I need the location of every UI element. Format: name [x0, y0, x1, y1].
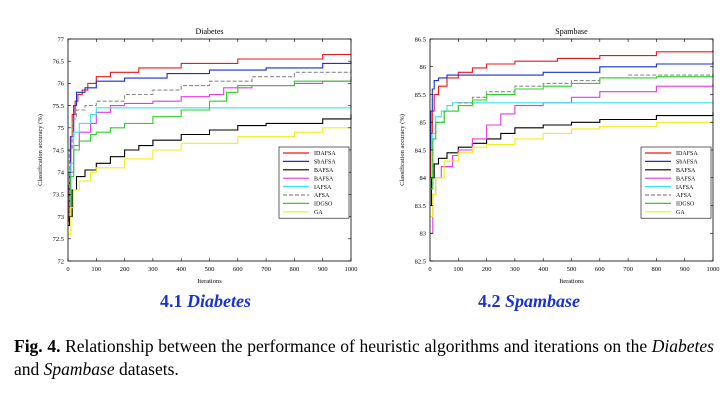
series-line-sbafsa-1	[68, 61, 352, 213]
x-tick-label: 700	[261, 266, 271, 273]
series-line-ga-7	[430, 119, 714, 218]
y-tick-label: 83	[420, 231, 427, 238]
x-tick-label: 100	[453, 266, 463, 273]
x-tick-label: 0	[66, 266, 69, 273]
legend-entry: GA	[676, 210, 685, 216]
x-tick-label: 900	[680, 266, 690, 273]
x-tick-label: 100	[91, 266, 101, 273]
y-axis-label: Classification accuracy (%)	[37, 114, 44, 186]
legend-entry: IDGSO	[676, 202, 695, 208]
y-tick-label: 85.5	[415, 92, 426, 99]
y-tick-label: 83.5	[415, 203, 426, 210]
spambase-chart: Spambase 0 100 200 300 400 500 600 700 800 900 1000…	[399, 27, 720, 285]
y-tick-label: 84.5	[415, 147, 426, 154]
y-tick-label: 86	[420, 64, 427, 71]
legend-entry: IDAFSA	[314, 151, 336, 157]
caption-text: Relationship between the performance of …	[60, 336, 652, 356]
y-tick-label: 73.5	[53, 192, 64, 199]
legend-entry: SbAFSA	[314, 160, 336, 166]
x-tick-label: 1000	[345, 266, 358, 273]
panel-label-diabetes: 4.1 Diabetes	[160, 291, 251, 312]
y-tick-label: 84	[420, 175, 427, 182]
y-tick-label: 74.5	[53, 147, 64, 154]
series-line-idgso-6	[430, 75, 714, 190]
x-axis-label: Iterations	[197, 278, 222, 285]
legend-box	[278, 146, 350, 219]
legend-entry: AFSA	[314, 193, 330, 199]
legend-entry: IAFSA	[676, 185, 694, 191]
series-line-ga-7	[68, 125, 352, 235]
x-tick-label: 400	[176, 266, 186, 273]
x-tick-label: 200	[482, 266, 492, 273]
caption-text: and	[14, 359, 44, 379]
x-tick-label: 500	[205, 266, 215, 273]
caption-figure-number: Fig. 4.	[14, 336, 61, 356]
caption-dataset-spambase: Spambase	[43, 359, 115, 379]
y-tick-label: 75.5	[53, 103, 64, 110]
caption-dataset-diabetes: Diabetes	[651, 336, 714, 356]
y-tick-label: 75	[58, 125, 65, 132]
legend-entry: SbAFSA	[676, 160, 698, 166]
series-line-iafsa-4	[68, 105, 352, 200]
x-tick-label: 300	[148, 266, 158, 273]
x-tick-label: 500	[567, 266, 577, 273]
y-tick-label: 86.5	[415, 36, 426, 43]
legend-entry: BAFSA	[676, 176, 696, 182]
panel-number: 4.1	[160, 291, 183, 311]
y-tick-label: 74	[58, 170, 65, 177]
legend-entry: IAFSA	[314, 185, 332, 191]
panel-number: 4.2	[478, 291, 501, 311]
y-tick-label: 73	[58, 214, 65, 221]
legend-entry: IDGSO	[314, 202, 333, 208]
x-tick-label: 800	[652, 266, 662, 273]
y-tick-label: 72	[58, 258, 65, 265]
y-tick-label: 77	[58, 36, 65, 43]
x-tick-label: 200	[120, 266, 130, 273]
y-tick-label: 82.5	[415, 258, 426, 265]
y-axis-label: Classification accuracy (%)	[399, 114, 406, 186]
x-tick-label: 600	[233, 266, 243, 273]
panel-name: Spambase	[505, 291, 581, 311]
legend-box	[640, 146, 712, 219]
caption-text: datasets.	[114, 359, 179, 379]
legend-entry: GA	[314, 210, 323, 216]
x-tick-label: 300	[510, 266, 520, 273]
panel-name: Diabetes	[187, 291, 251, 311]
diabetes-chart: Diabetes 0 100 200 300 400 500 600 700 800 900 1000…	[37, 27, 358, 285]
legend-entry: BAFSA	[314, 176, 334, 182]
y-tick-label: 72.5	[53, 236, 64, 243]
x-tick-label: 400	[538, 266, 548, 273]
legend-entry: IDAFSA	[676, 151, 698, 157]
figure-caption: Fig. 4. Relationship between the perform…	[14, 335, 714, 381]
x-tick-label: 600	[595, 266, 605, 273]
x-tick-label: 700	[623, 266, 633, 273]
chart-title: Spambase	[555, 27, 588, 36]
x-axis-label: Iterations	[559, 278, 584, 285]
series-line-idgso-6	[68, 76, 352, 218]
panel-label-spambase: 4.2 Spambase	[478, 291, 580, 312]
x-tick-label: 0	[428, 266, 431, 273]
x-tick-label: 800	[290, 266, 300, 273]
x-tick-label: 1000	[707, 266, 720, 273]
x-tick-label: 900	[318, 266, 328, 273]
series-line-idafsa-0	[430, 50, 714, 179]
y-tick-label: 76	[58, 81, 65, 88]
y-tick-label: 85	[420, 120, 427, 127]
series-line-sbafsa-1	[430, 61, 714, 151]
legend-entry: BAFSA	[314, 168, 334, 174]
legend-entry: BAFSA	[676, 168, 696, 174]
y-tick-label: 76.5	[53, 59, 64, 66]
chart-title: Diabetes	[196, 27, 224, 36]
legend-entry: AFSA	[676, 193, 692, 199]
